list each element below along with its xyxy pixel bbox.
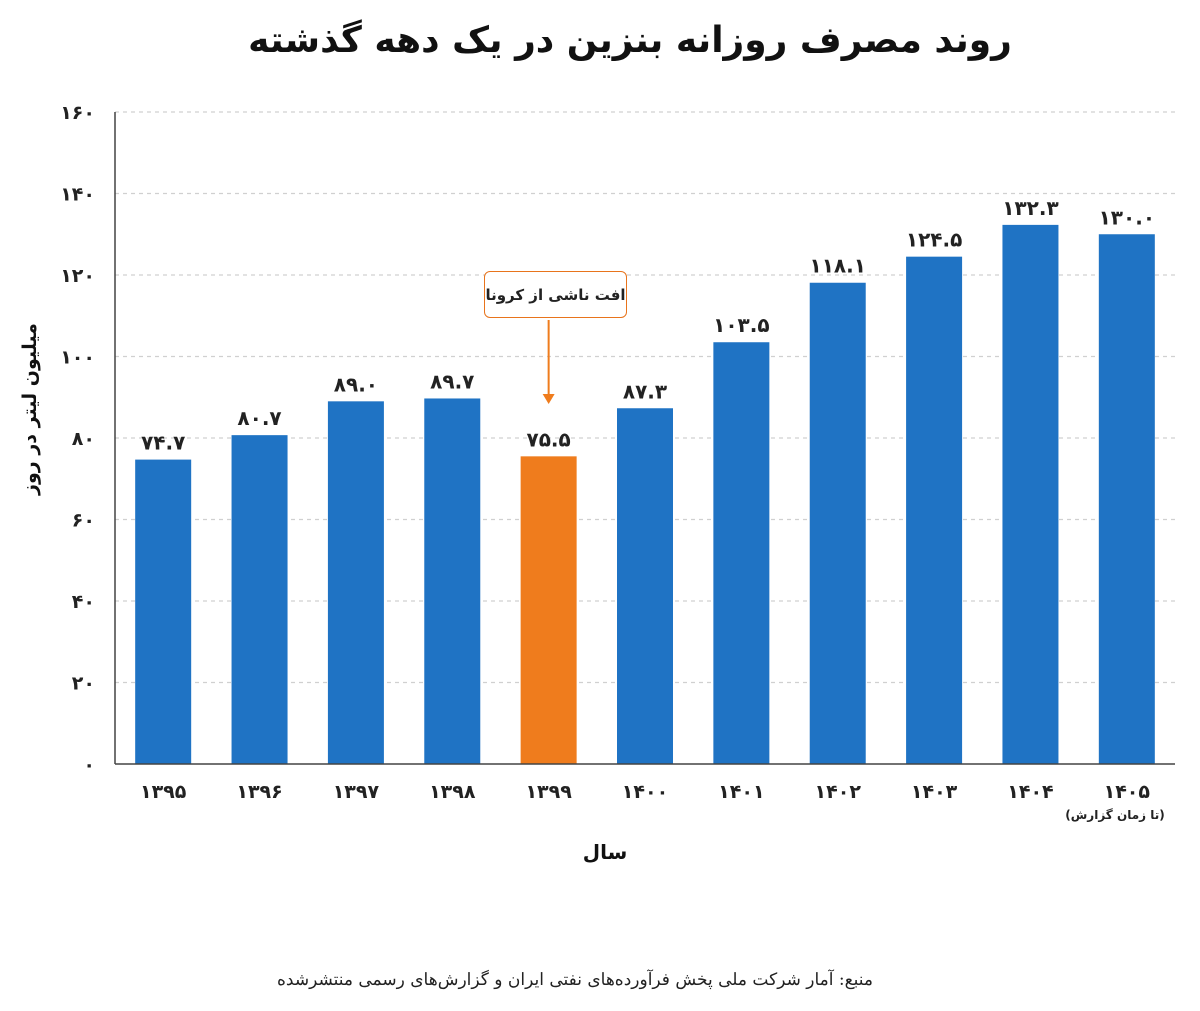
annotation-arrow-head — [542, 394, 555, 404]
x-tick-label: ۱۴۰۵ — [1104, 781, 1151, 803]
x-tick-label: ۱۴۰۳ — [911, 781, 958, 803]
bar-value-label: ۱۳۰.۰ — [1099, 205, 1155, 229]
covid-annotation-box: افت ناشی از کرونا — [484, 271, 627, 318]
x-tick-label: ۱۴۰۰ — [622, 781, 668, 803]
x-axis-label: سال — [582, 840, 628, 864]
bars — [135, 224, 1155, 764]
x-tick-label: ۱۴۰۱ — [718, 781, 764, 803]
bar — [327, 401, 384, 764]
x-tick-label: ۱۳۹۷ — [333, 781, 380, 803]
chart-title: روند مصرف روزانه بنزین در یک دهه گذشته — [248, 20, 1012, 61]
bar-value-label: ۸۹.۰ — [334, 372, 378, 396]
y-axis-label: میلیون لیتر در روز — [19, 323, 41, 495]
bar-value-label: ۷۵.۵ — [527, 427, 571, 451]
y-tick-label: ۰ — [83, 754, 95, 776]
x-tick-label: ۱۳۹۸ — [429, 781, 476, 803]
x-tick-label: ۱۳۹۶ — [236, 781, 282, 803]
bar — [424, 398, 481, 764]
x-tick-label: ۱۳۹۹ — [525, 781, 572, 803]
bar-value-label: ۱۰۳.۵ — [713, 313, 769, 337]
y-tick-label: ۲۰ — [72, 673, 95, 695]
last-category-note: (تا زمان گزارش) — [1065, 808, 1165, 822]
bar — [906, 256, 963, 764]
bar — [1002, 224, 1059, 764]
bar — [1098, 234, 1155, 764]
bar-value-label: ۸۷.۳ — [623, 379, 667, 403]
x-tick-label: ۱۴۰۲ — [815, 781, 862, 803]
bar-value-label: ۷۴.۷ — [141, 431, 185, 455]
y-tick-label: ۱۲۰ — [60, 265, 95, 287]
labels: ۰ ۲۰ ۴۰ ۶۰ ۸۰ ۱۰۰ ۱۲۰ ۱۴۰ ۱۶۰ ۷۴.۷ ۱۳۹۵ ۸۰.۷ ۱۳۹۶ ۸۹.… — [60, 102, 1155, 803]
bar — [135, 459, 192, 764]
x-tick-label: ۱۴۰۴ — [1007, 781, 1053, 803]
y-tick-label: ۸۰ — [72, 428, 95, 450]
y-tick-label: ۶۰ — [72, 510, 95, 532]
bar — [231, 435, 288, 764]
source-note: منبع: آمار شرکت ملی پخش فرآورده‌های نفتی… — [277, 970, 873, 990]
bar — [713, 342, 770, 764]
bar-value-label: ۸۹.۷ — [430, 369, 474, 393]
y-tick-label: ۱۰۰ — [60, 347, 95, 369]
x-tick-label: ۱۳۹۵ — [140, 781, 187, 803]
y-tick-label: ۱۴۰ — [60, 184, 95, 206]
bar — [809, 282, 866, 764]
bar-value-label: ۸۰.۷ — [237, 406, 281, 430]
axes — [114, 112, 1175, 765]
bar-value-label: ۱۳۲.۳ — [1002, 196, 1058, 220]
annotation-arrow — [542, 320, 555, 404]
y-tick-label: ۴۰ — [72, 591, 95, 613]
y-tick-label: ۱۶۰ — [60, 102, 95, 124]
bar — [617, 408, 673, 764]
bar — [520, 456, 577, 764]
bar-value-label: ۱۲۴.۵ — [906, 228, 962, 252]
bar-value-label: ۱۱۸.۱ — [810, 254, 866, 278]
